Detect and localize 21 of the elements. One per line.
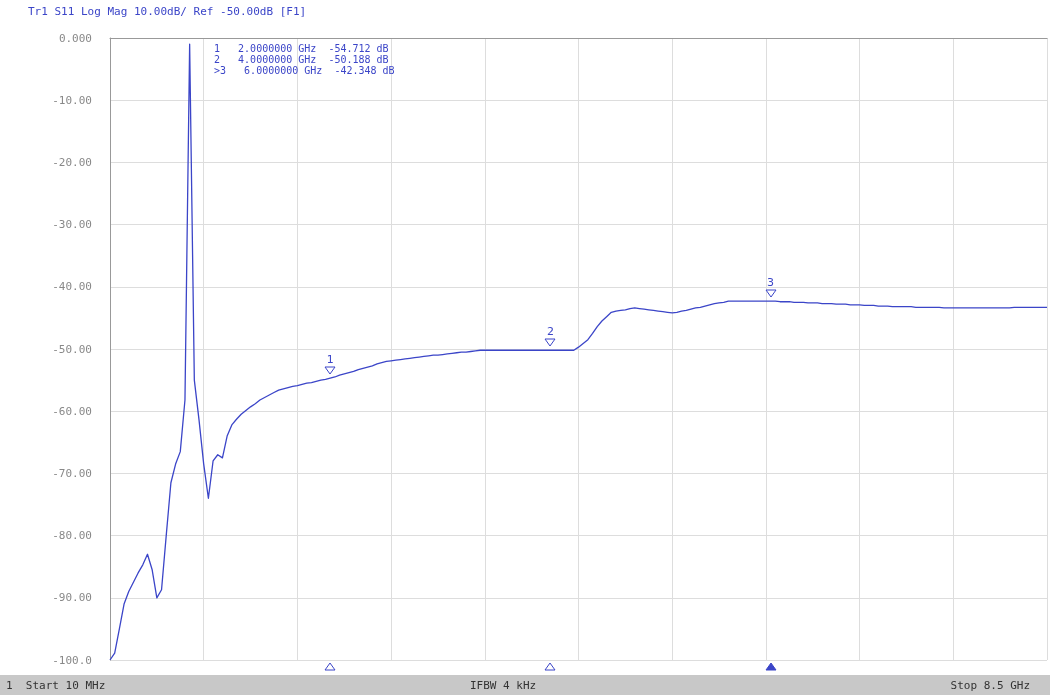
y-tick-label: -100.0 xyxy=(52,653,92,667)
y-tick-label: -20.00 xyxy=(52,155,92,169)
y-tick-label: -10.00 xyxy=(52,93,92,107)
text: Stop 8.5 GHz xyxy=(950,679,1031,692)
y-tick-label: -60.00 xyxy=(52,404,92,418)
y-tick-label: -70.00 xyxy=(52,466,92,480)
text: Tr1 S11 Log Mag 10.00dB/ Ref -50.00dB [F1] xyxy=(28,5,307,18)
y-tick-label: -80.00 xyxy=(52,529,92,543)
annotation: 2 4.0000000 GHz -50.188 dB xyxy=(214,54,389,65)
annotation: 1 xyxy=(325,353,335,367)
text: IFBW 4 kHz xyxy=(470,679,537,692)
annotation: 3 xyxy=(766,276,776,290)
text: 1 Start 10 MHz xyxy=(6,679,106,692)
annotation: >3 6.0000000 GHz -42.348 dB xyxy=(214,65,395,76)
y-tick-label: -50.00 xyxy=(52,342,92,356)
y-tick-label: -90.00 xyxy=(52,591,92,605)
y-tick-label: -30.00 xyxy=(52,218,92,232)
y-tick-label: 0.000 xyxy=(58,31,92,45)
y-tick-label: -40.00 xyxy=(52,280,92,294)
annotation: 1 2.0000000 GHz -54.712 dB xyxy=(214,43,389,54)
annotation: 2 xyxy=(545,325,555,339)
